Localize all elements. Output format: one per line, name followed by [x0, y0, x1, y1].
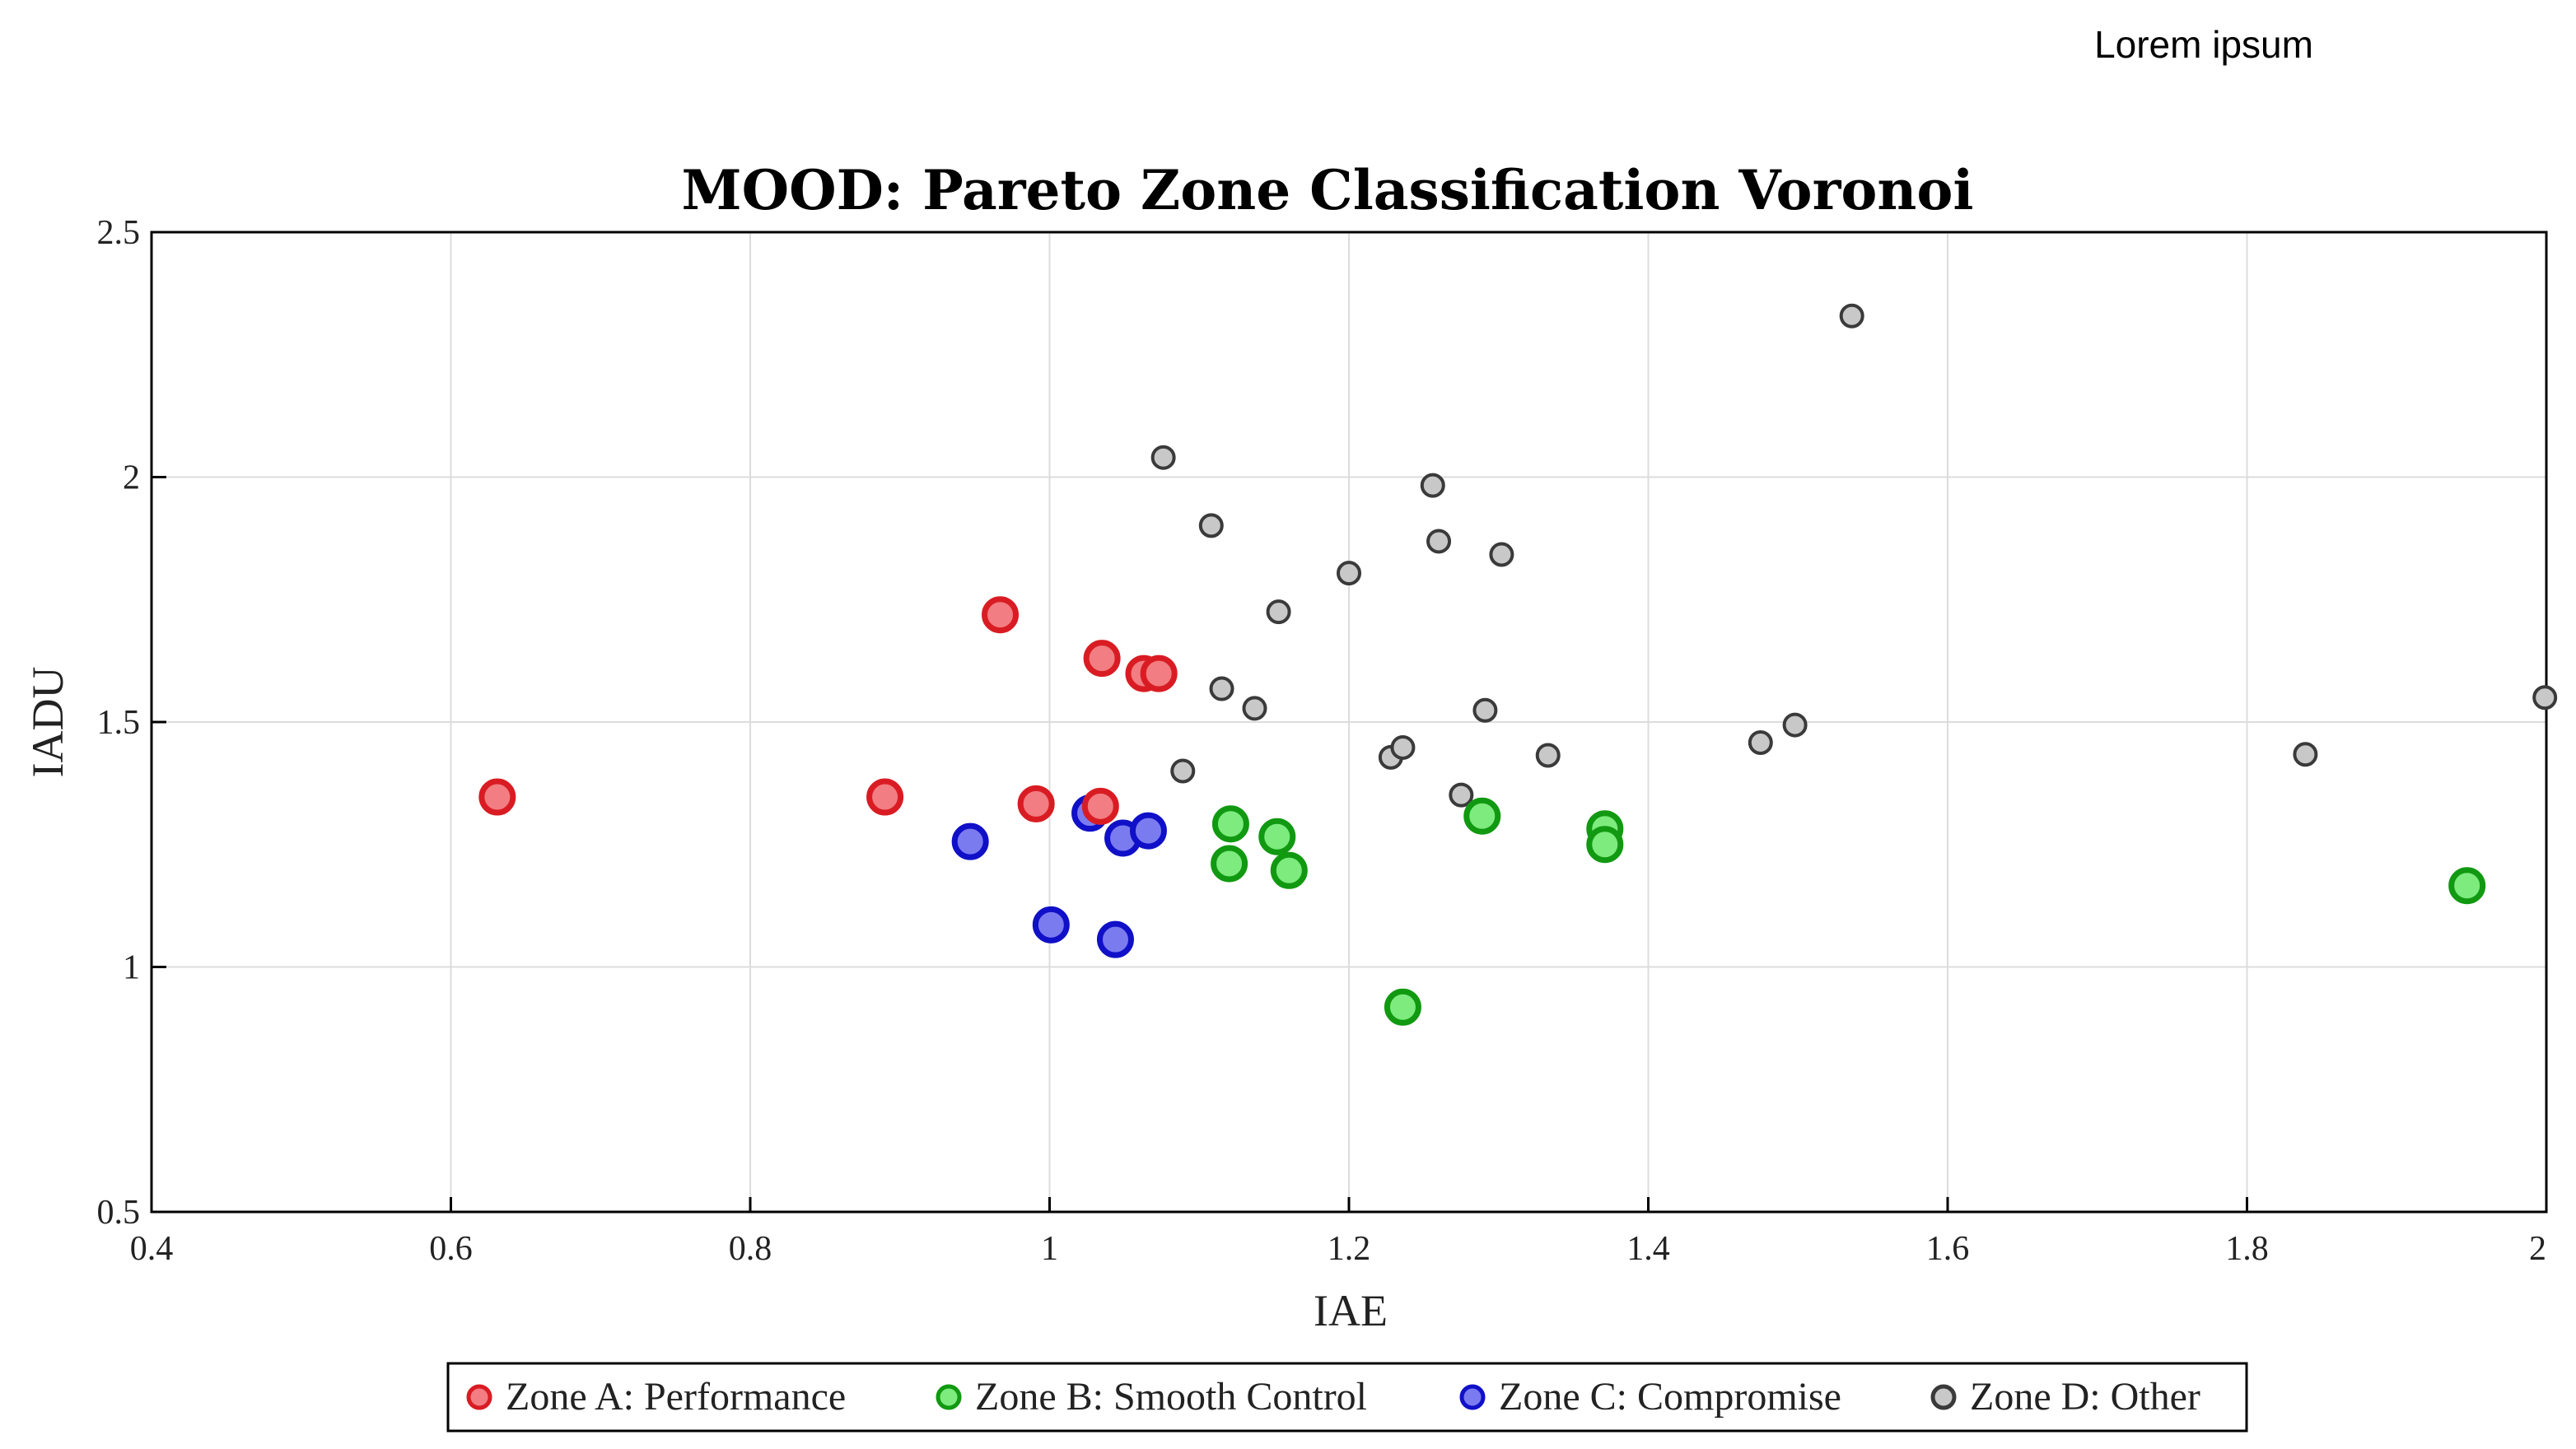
zone-b-point — [1384, 988, 1421, 1026]
zone-a-point — [1017, 785, 1055, 822]
y-tick-label: 1 — [123, 949, 140, 987]
zone-d-point — [1489, 542, 1514, 567]
x-tick-label: 1.8 — [2225, 1230, 2269, 1268]
zone-a-point — [1140, 655, 1178, 692]
zone-d-point — [1748, 729, 1773, 755]
zone-d-point — [1266, 599, 1291, 625]
zone-d-point — [1782, 712, 1808, 738]
zone-d-point — [1150, 445, 1176, 470]
y-tick-label: 0.5 — [97, 1194, 141, 1232]
y-tick-label: 1.5 — [97, 704, 141, 742]
zone-d-point — [1535, 743, 1561, 768]
zone-b-point — [1258, 818, 1296, 855]
zone-c-point — [951, 822, 989, 860]
x-tick-label: 1 — [1041, 1230, 1058, 1268]
zone-b-point — [2448, 867, 2486, 905]
zone-a-point — [982, 596, 1020, 634]
zone-a-point — [866, 778, 904, 816]
zone-d-point — [1242, 696, 1267, 721]
x-tick-label: 1.4 — [1626, 1230, 1670, 1268]
legend-marker-zone-a — [466, 1384, 492, 1410]
zone-c-point — [1032, 906, 1070, 943]
x-axis-label: IAE — [1314, 1286, 1388, 1335]
zone-c-point — [1096, 920, 1134, 958]
x-tick-label: 2 — [2529, 1230, 2546, 1268]
zone-a-point — [1083, 640, 1121, 678]
x-tick-label: 0.8 — [729, 1230, 772, 1268]
chart-title: MOOD: Pareto Zone Classification Voronoi — [682, 158, 1974, 222]
zone-b-point — [1211, 805, 1249, 843]
zone-b-point — [1586, 826, 1624, 864]
zone-d-point — [1209, 676, 1234, 701]
data-points — [478, 303, 2558, 1026]
zone-d-point — [1472, 697, 1498, 723]
zone-d-point — [1839, 303, 1864, 328]
zone-d-point — [1198, 513, 1224, 538]
x-tick-label: 1.6 — [1926, 1230, 1970, 1268]
legend-label: Zone C: Compromise — [1499, 1375, 1841, 1419]
y-axis-label: IADU — [23, 667, 72, 778]
zone-d-point — [2532, 685, 2558, 711]
zone-d-point — [1170, 758, 1196, 784]
x-tick-label: 0.6 — [429, 1230, 473, 1268]
legend-marker-zone-d — [1930, 1384, 1957, 1410]
y-tick-label: 2.5 — [97, 214, 141, 252]
zone-d-point — [1426, 529, 1452, 554]
zone-b-point — [1463, 797, 1501, 835]
legend-marker-zone-c — [1459, 1384, 1486, 1410]
grid-lines — [151, 231, 2547, 1213]
legend: Zone A: Performance Zone B: Smooth Contro… — [446, 1362, 2248, 1433]
x-tick-label: 0.4 — [130, 1230, 174, 1268]
zone-d-point — [1420, 473, 1445, 498]
x-tick-label: 1.2 — [1328, 1230, 1371, 1268]
y-tick-label: 2 — [123, 459, 140, 497]
zone-a-point — [1081, 787, 1119, 825]
axis-ticks: 0.4 0.6 0.8 1 1.2 1.4 1.6 1.8 2 0.5 1 1.5 2 2.5 — [97, 214, 2548, 1268]
zone-d-point — [1449, 782, 1474, 808]
legend-label: Zone B: Smooth Control — [975, 1375, 1367, 1419]
zone-c-point — [1129, 812, 1167, 850]
legend-label: Zone D: Other — [1970, 1375, 2200, 1419]
zone-d-point — [1337, 561, 1361, 586]
zone-a-point — [478, 778, 516, 816]
zone-d-point — [1390, 734, 1416, 760]
zone-b-point — [1211, 845, 1248, 883]
zone-d-point — [2293, 742, 2318, 767]
legend-label: Zone A: Performance — [506, 1375, 846, 1419]
legend-marker-zone-b — [936, 1384, 962, 1410]
zone-b-point — [1270, 851, 1308, 889]
header-label: Lorem ipsum — [2094, 23, 2313, 66]
